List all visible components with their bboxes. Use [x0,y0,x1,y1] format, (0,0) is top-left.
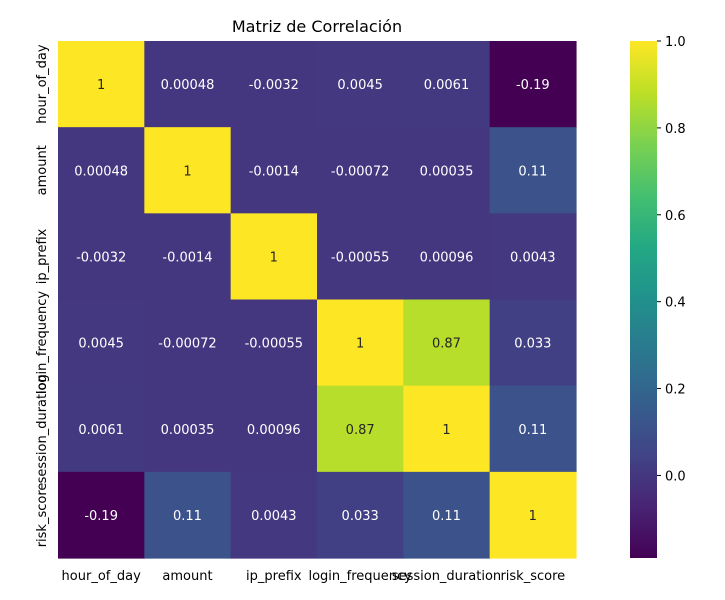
heatmap-cell [403,41,491,128]
cell-value-label: -0.00055 [245,337,303,352]
colorbar-tick-label: 1.0 [665,35,686,50]
cell-value-label: 0.00048 [161,78,215,93]
x-tick-label: amount [162,569,212,584]
x-tick-label: risk_score [500,569,565,584]
heatmap-cell [58,299,145,387]
colorbar-tick-label: 0.2 [665,383,686,398]
heatmap-cell [489,127,577,214]
cell-value-label: -0.0014 [249,164,299,179]
cell-value-label: -0.0032 [76,250,126,265]
cell-value-label: 1 [529,509,537,524]
heatmap-cell [144,41,232,128]
heatmap-cell [403,299,491,387]
heatmap-cell [489,385,577,473]
heatmap-cell [230,471,318,559]
cell-value-label: 0.0045 [78,337,124,352]
cell-value-label: 0.0061 [78,423,124,438]
cell-value-label: 0.0043 [510,250,556,265]
colorbar-ticks: 0.0 0.2 0.4 0.6 0.8 1.0 [657,35,686,484]
heatmap-cell [58,213,145,301]
y-tick-label: hour_of_day [35,44,50,124]
heatmap-cell [230,213,318,301]
chart-title: Matriz de Correlación [232,17,402,36]
heatmap-cells: 1 0.00048 -0.0032 0.0045 0.0061 -0.19 0.00048 1… [58,41,577,559]
colorbar-tick-label: 0.6 [665,209,686,224]
cell-value-label: -0.00072 [331,164,389,179]
colorbar-tick-label: 0.8 [665,122,686,137]
cell-value-label: 0.00096 [420,250,474,265]
heatmap-cell [316,127,404,214]
y-tick-label: session_duration [35,374,50,483]
heatmap-cell [144,299,232,387]
cell-value-label: 0.00035 [420,164,474,179]
x-tick-label: login_frequency [308,569,412,584]
heatmap-cell [403,213,491,301]
cell-value-label: -0.00055 [331,250,389,265]
colorbar-tick-label: 0.4 [665,296,686,311]
cell-value-label: 0.00035 [161,423,215,438]
cell-value-label: 1 [356,337,364,352]
heatmap-cell [316,213,404,301]
heatmap-cell [144,127,232,214]
x-tick-label: ip_prefix [246,569,302,584]
heatmap-cell [230,127,318,214]
heatmap-cell [403,471,491,559]
cell-value-label: 0.0045 [337,78,383,93]
x-tick-label: session_duration [392,569,501,584]
cell-value-label: -0.19 [516,78,550,93]
heatmap-cell [58,385,145,473]
cell-value-label: 0.00096 [247,423,301,438]
heatmap-cell [230,41,318,128]
cell-value-label: 0.00048 [74,164,128,179]
heatmap-cell [316,385,404,473]
cell-value-label: -0.0014 [162,250,212,265]
heatmap-cell [403,127,491,214]
x-tick-label: hour_of_day [62,569,142,584]
x-tick-labels: hour_of_day amount ip_prefix login_frequenc… [62,569,566,584]
cell-value-label: 0.033 [342,509,379,524]
colorbar-tick-label: 0.0 [665,469,686,484]
heatmap-cell [230,385,318,473]
y-tick-label: amount [35,145,50,195]
heatmap-cell [403,385,491,473]
heatmap-cell [316,471,404,559]
cell-value-label: 1 [270,250,278,265]
colorbar [630,41,657,558]
cell-value-label: 1 [442,423,450,438]
heatmap-cell [489,471,577,559]
heatmap-cell [489,299,577,387]
heatmap-cell [316,41,404,128]
heatmap-cell [144,385,232,473]
heatmap-cell [489,213,577,301]
cell-value-label: 0.87 [346,423,375,438]
cell-value-label: 0.0061 [424,78,470,93]
cell-value-label: 0.11 [518,423,547,438]
cell-value-label: 0.11 [432,509,461,524]
cell-value-label: 0.11 [518,164,547,179]
cell-value-label: 0.0043 [251,509,297,524]
cell-value-label: -0.00072 [158,337,216,352]
heatmap-cell [230,299,318,387]
heatmap-cell [58,41,145,128]
cell-value-label: 1 [97,78,105,93]
cell-value-label: -0.19 [84,509,118,524]
y-tick-label: ip_prefix [35,228,50,284]
cell-value-label: 0.11 [173,509,202,524]
heatmap-cell [316,299,404,387]
heatmap-cell [58,127,145,214]
heatmap-cell [489,41,577,128]
y-tick-label: risk_score [35,483,50,548]
cell-value-label: 0.87 [432,337,461,352]
cell-value-label: -0.0032 [249,78,299,93]
y-tick-label: login_frequency [35,291,50,395]
cell-value-label: 0.033 [514,337,551,352]
cell-value-label: 1 [183,164,191,179]
heatmap-cell [144,213,232,301]
heatmap-cell [58,471,145,559]
heatmap-cell [144,471,232,559]
